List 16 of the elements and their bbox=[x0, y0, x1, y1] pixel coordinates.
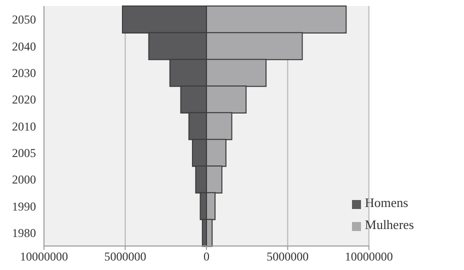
y-tick-label: 2050 bbox=[12, 12, 36, 27]
y-tick-label: 2000 bbox=[12, 172, 36, 187]
y-tick-label: 1990 bbox=[12, 199, 36, 214]
y-tick-label: 1980 bbox=[12, 226, 36, 240]
x-tick-label: 10000000 bbox=[344, 250, 393, 264]
x-tick-label: 5000000 bbox=[266, 250, 309, 264]
y-tick-label: 2040 bbox=[12, 39, 36, 54]
legend-label: Homens bbox=[364, 195, 408, 210]
x-tick-label: 10000000 bbox=[20, 250, 68, 264]
x-tick-label: 5000000 bbox=[104, 250, 146, 264]
y-tick-label: 2005 bbox=[12, 146, 36, 160]
y-tick-label: 2030 bbox=[12, 66, 36, 80]
y-tick-label: 2010 bbox=[12, 119, 36, 134]
y-tick-label: 2020 bbox=[12, 92, 36, 107]
legend-label: Mulheres bbox=[364, 217, 414, 232]
x-tick-label: 0 bbox=[203, 250, 210, 264]
